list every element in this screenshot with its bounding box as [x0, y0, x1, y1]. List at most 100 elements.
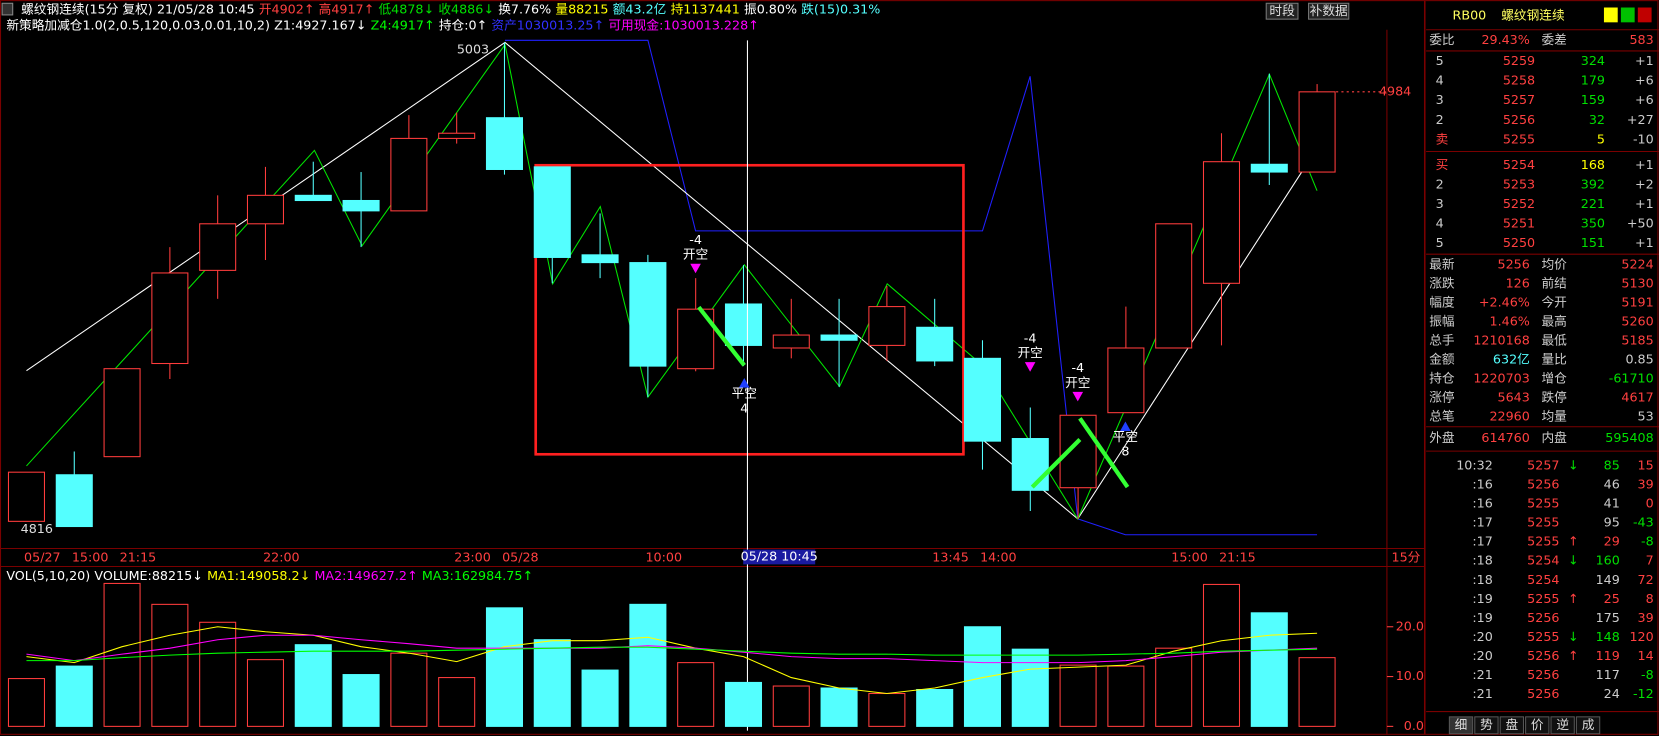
tab[interactable]: [1499, 716, 1525, 735]
candle-body: [533, 166, 571, 258]
quote-cell: 2: [1436, 176, 1444, 191]
x-tick-label: 23:00: [454, 550, 491, 565]
quote-cell: 5255: [1527, 629, 1559, 644]
header-item: 额43.2亿: [613, 1, 667, 16]
volume-header-item: VOL(5,10,20): [6, 568, 90, 583]
quote-cell: ↓: [1568, 629, 1579, 644]
candle-body: [629, 262, 667, 367]
candle-body: [1250, 163, 1288, 173]
quote-cell: 53: [1638, 409, 1654, 424]
quote-cell: 120: [1629, 629, 1653, 644]
volume-bar: [246, 659, 284, 727]
header-item: 低4878↓: [379, 1, 435, 16]
candle-body: [438, 132, 476, 139]
quote-cell: 221: [1581, 196, 1605, 211]
volume-header-item: VOLUME:88215↓: [94, 568, 202, 583]
icon[interactable]: [1620, 7, 1635, 23]
quote-cell: 5252: [1503, 196, 1535, 211]
quote-cell: :17: [1472, 534, 1492, 549]
quote-cell: :18: [1472, 572, 1492, 587]
volume-bar: [1202, 583, 1241, 727]
quote-cell: 均量: [1541, 409, 1567, 424]
quote-cell: 5256: [1527, 610, 1559, 625]
volume-bar: [199, 621, 237, 727]
tab[interactable]: [1474, 716, 1499, 735]
quote-cell: 5256: [1527, 686, 1559, 701]
signal-label: 开空: [683, 247, 708, 262]
quote-cell: 5224: [1621, 256, 1653, 271]
x-tick-label: 05/28: [502, 550, 539, 565]
x-tick-label: 15:00: [1171, 550, 1208, 565]
quote-cell: 3: [1436, 196, 1444, 211]
quote-cell: 179: [1581, 73, 1605, 88]
tab-label[interactable]: 价: [1531, 717, 1544, 732]
volume-bar: [629, 603, 667, 727]
quote-cell: 149: [1596, 572, 1620, 587]
quote-cell: -8: [1641, 667, 1654, 682]
volume-bar: [7, 678, 45, 727]
quote-cell: 85: [1604, 457, 1620, 472]
tab[interactable]: [1525, 716, 1550, 735]
volume-bar: [1059, 664, 1097, 727]
volume-bar: [342, 674, 380, 727]
volume-bar: [151, 603, 189, 727]
quote-cell: 5254: [1527, 572, 1559, 587]
signal-stroke: [697, 305, 746, 367]
tab[interactable]: [1550, 716, 1575, 735]
quote-cell: +1: [1635, 53, 1654, 68]
button[interactable]: [1265, 2, 1299, 20]
volume-bar: [1250, 612, 1288, 727]
quote-cell: 4617: [1621, 390, 1653, 405]
tab[interactable]: [1448, 716, 1474, 735]
button-label[interactable]: 补数据: [1310, 3, 1348, 18]
quote-cell: 160: [1596, 553, 1620, 568]
quote-cell: ↑: [1568, 591, 1579, 606]
quote-cell: 今开: [1541, 294, 1567, 309]
quote-cell: 22960: [1489, 409, 1529, 424]
quote-cell: -12: [1633, 686, 1654, 701]
button[interactable]: [1308, 2, 1350, 20]
volume-bar: [103, 582, 141, 727]
quote-cell: 4: [1436, 73, 1444, 88]
quote-cell: 量比: [1541, 352, 1566, 367]
volume-bar: [438, 677, 476, 727]
signal-label: 4: [740, 400, 748, 415]
volume-bar: [485, 607, 524, 727]
ma-line: [26, 634, 1318, 664]
quote-cell: :20: [1472, 629, 1492, 644]
tab-label[interactable]: 细: [1455, 717, 1468, 732]
quote-cell: ↓: [1568, 553, 1579, 568]
tab-label[interactable]: 成: [1582, 717, 1595, 732]
quote-cell: 1210168: [1473, 333, 1530, 348]
quote-cell: 总笔: [1429, 409, 1454, 424]
quote-cell: 5: [1597, 131, 1605, 146]
quote-cell: 幅度: [1429, 294, 1455, 309]
header-item: 持1137441: [671, 1, 740, 16]
tab-label[interactable]: 逆: [1556, 717, 1569, 732]
tab-label[interactable]: 盘: [1505, 717, 1518, 732]
volume-bar: [724, 681, 763, 727]
icon[interactable]: [1637, 7, 1652, 23]
quote-cell: +1: [1635, 235, 1654, 250]
volume-bar: [1298, 657, 1336, 727]
quote-cell: :16: [1472, 496, 1492, 511]
x-tick-label: 05/27: [24, 550, 61, 565]
candle-body: [199, 223, 237, 271]
quote-cell: 5257: [1527, 457, 1559, 472]
header-line: 新策略加减仓1.0(2,0.5,120,0.03,0.01,10,2) Z1:49…: [6, 17, 758, 32]
button-label[interactable]: 时段: [1269, 3, 1295, 18]
tab[interactable]: [1575, 716, 1601, 735]
x-tick-label: 14:00: [980, 550, 1017, 565]
quote-cell: 均价: [1541, 256, 1567, 271]
candle-body: [1107, 347, 1145, 414]
quote-cell: 350: [1581, 216, 1605, 231]
quote-cell: 5: [1436, 53, 1444, 68]
icon[interactable]: [1603, 7, 1618, 23]
quote-cell: 5191: [1621, 294, 1653, 309]
quote-cell: -8: [1641, 534, 1654, 549]
quote-cell: 72: [1638, 572, 1654, 587]
quote-cell: 15: [1638, 457, 1654, 472]
quote-cell: :19: [1472, 610, 1492, 625]
tab-label[interactable]: 势: [1480, 717, 1493, 732]
candle-body: [963, 357, 1002, 442]
